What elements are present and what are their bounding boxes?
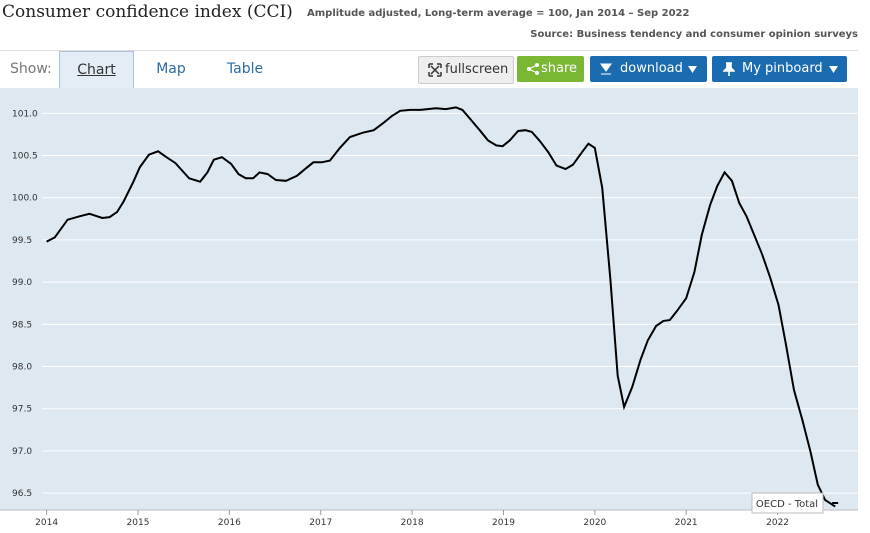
x-tick-label: 2018 <box>401 518 424 528</box>
button-label: My pinboard <box>742 61 823 76</box>
button[interactable]: share <box>517 56 584 82</box>
x-tick-label: 2016 <box>218 518 241 528</box>
y-tick-label: 99.5 <box>12 236 32 246</box>
icon <box>527 63 539 75</box>
source: Source: Business tendency and consumer o… <box>530 29 858 40</box>
x-tick-label: 2020 <box>583 518 606 528</box>
button-label: download <box>620 61 683 76</box>
tab[interactable]: Table <box>226 61 264 77</box>
y-tick-label: 99.0 <box>12 278 32 288</box>
icon <box>600 63 612 75</box>
x-tick-label: 2014 <box>35 518 58 528</box>
line <box>46 106 836 508</box>
y-tick-label: 100.0 <box>12 194 38 204</box>
x-tick-label: 2021 <box>675 518 698 528</box>
icon <box>688 66 697 73</box>
button[interactable]: My pinboard <box>712 56 847 82</box>
legend-label: OECD - Total <box>756 499 818 510</box>
x-tick-label: 2015 <box>127 518 150 528</box>
icon <box>723 62 735 76</box>
button-label: share <box>541 61 578 76</box>
x-tick-label: 2019 <box>492 518 515 528</box>
chart-title: Consumer confidence index (CCI) <box>2 2 293 22</box>
plot-area <box>0 88 858 510</box>
y-tick-label: 101.0 <box>12 109 38 119</box>
tab[interactable]: Map <box>156 61 186 77</box>
legend-box <box>751 492 824 514</box>
x-tick-label: 2017 <box>309 518 332 528</box>
button[interactable]: fullscreen <box>418 56 514 84</box>
y-tick-label: 97.5 <box>12 405 32 415</box>
button[interactable]: download <box>590 56 707 82</box>
y-tick-label: 97.0 <box>12 447 32 457</box>
subtitle: Amplitude adjusted, Long-term average = … <box>307 8 690 19</box>
y-tick-label: 96.5 <box>12 489 32 499</box>
show-label: Show: <box>10 61 52 77</box>
button-label: fullscreen <box>445 62 509 77</box>
y-tick-label: 98.5 <box>12 320 32 330</box>
toolbar: Show: Chart Map Table fullscreen share d… <box>0 50 858 89</box>
x-tick-label: 2022 <box>766 518 789 528</box>
y-tick-label: 98.0 <box>12 363 32 373</box>
y-tick-label: 100.5 <box>12 152 38 162</box>
icon <box>428 63 442 77</box>
icon <box>829 66 838 73</box>
